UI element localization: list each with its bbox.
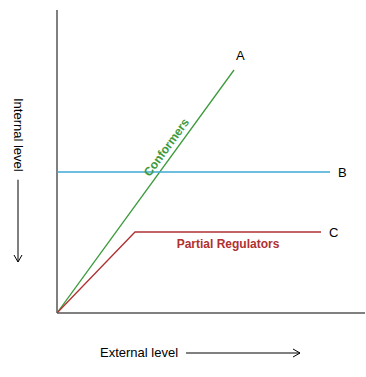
series-label: C [329, 225, 338, 240]
y-arrow-head [14, 255, 22, 262]
x-arrow-head [293, 349, 300, 357]
y-axis [57, 10, 58, 313]
annotation: Partial Regulators [177, 237, 280, 251]
series-line [57, 171, 330, 172]
series-label: B [338, 165, 347, 180]
y-axis-label: Internal level [11, 98, 26, 172]
series-line [57, 232, 321, 313]
annotation: Conformers [141, 115, 193, 178]
x-arrow [186, 353, 300, 354]
chart: A B C Conformers Partial Regulators External … [0, 0, 366, 377]
y-arrow [18, 180, 19, 262]
series-line [57, 70, 234, 313]
series-label: A [236, 48, 245, 63]
x-axis-label: External level [100, 345, 178, 360]
plot-area [57, 70, 330, 313]
x-axis [57, 313, 365, 314]
